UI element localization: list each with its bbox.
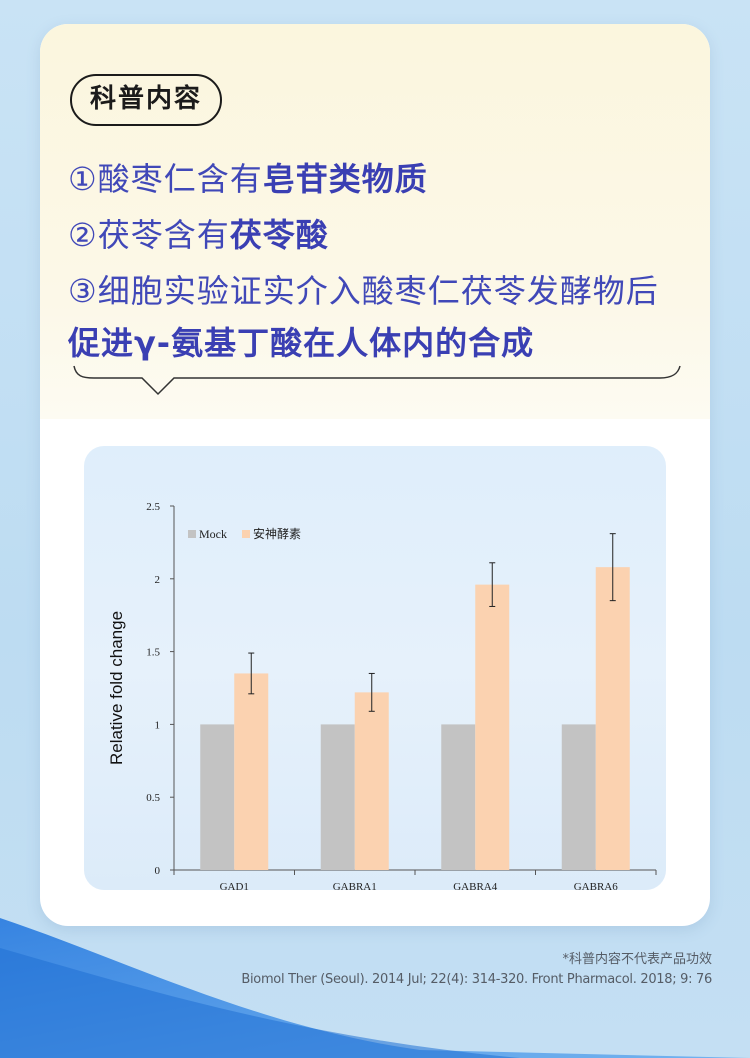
bar-product-gad1 bbox=[234, 673, 269, 870]
x-tick-label: GAD1 bbox=[220, 881, 249, 890]
y-tick-label: 1.5 bbox=[146, 647, 160, 659]
point-1: ①酸枣仁含有皂苷类物质 bbox=[68, 154, 428, 200]
point-3: ③细胞实验证实介入酸枣仁茯苓发酵物后 bbox=[68, 266, 659, 312]
bar-mock-gabra4 bbox=[441, 724, 476, 870]
point-2-highlight: 茯苓酸 bbox=[229, 216, 329, 254]
x-tick-label: GABRA1 bbox=[333, 881, 377, 890]
legend-swatch bbox=[242, 530, 250, 538]
card-header-area bbox=[40, 24, 710, 419]
point-1-text: ①酸枣仁含有 bbox=[68, 160, 263, 198]
disclaimer: *科普内容不代表产品功效 bbox=[562, 952, 712, 967]
y-tick-label: 2.5 bbox=[146, 501, 160, 513]
point-3-conclusion: 促进γ-氨基丁酸在人体内的合成 bbox=[68, 324, 535, 362]
background-wave bbox=[0, 918, 750, 1058]
speech-bubble-line bbox=[73, 365, 681, 396]
reference-citation: Biomol Ther (Seoul). 2014 Jul; 22(4): 31… bbox=[241, 972, 712, 987]
y-tick-label: 2 bbox=[155, 574, 161, 586]
bar-chart: 0 0.5 1 1.5 2 2.5 Relative fold change GAD1 GABR… bbox=[107, 501, 657, 890]
bar-mock-gabra1 bbox=[320, 724, 355, 870]
chart-panel: 0 0.5 1 1.5 2 2.5 Relative fold change GAD1 GABR… bbox=[84, 446, 666, 890]
point-3-text: ③细胞实验证实介入酸枣仁茯苓发酵物后 bbox=[68, 272, 659, 310]
legend-label: 安神酵素 bbox=[253, 526, 301, 541]
point-1-highlight: 皂苷类物质 bbox=[262, 160, 428, 198]
bar-mock-gad1 bbox=[200, 724, 235, 870]
y-tick-label: 0.5 bbox=[146, 792, 160, 804]
y-tick-label: 1 bbox=[155, 719, 161, 731]
y-tick-label: 0 bbox=[155, 865, 161, 877]
content-card: 科普内容 ①酸枣仁含有皂苷类物质 ②茯苓含有茯苓酸 ③细胞实验证实介入酸枣仁茯苓… bbox=[40, 24, 710, 926]
x-tick-label: GABRA6 bbox=[574, 881, 619, 890]
bar-product-gabra6 bbox=[595, 567, 630, 870]
bar-mock-gabra6 bbox=[561, 724, 596, 870]
legend-label: Mock bbox=[199, 527, 227, 541]
y-axis-label: Relative fold change bbox=[107, 611, 126, 765]
x-tick-label: GABRA4 bbox=[453, 881, 498, 890]
point-2-text: ②茯苓含有 bbox=[68, 216, 230, 254]
bar-product-gabra1 bbox=[354, 692, 389, 870]
section-badge: 科普内容 bbox=[70, 74, 223, 126]
bar-product-gabra4 bbox=[475, 584, 510, 870]
legend-swatch bbox=[188, 530, 196, 538]
point-2: ②茯苓含有茯苓酸 bbox=[68, 210, 329, 256]
